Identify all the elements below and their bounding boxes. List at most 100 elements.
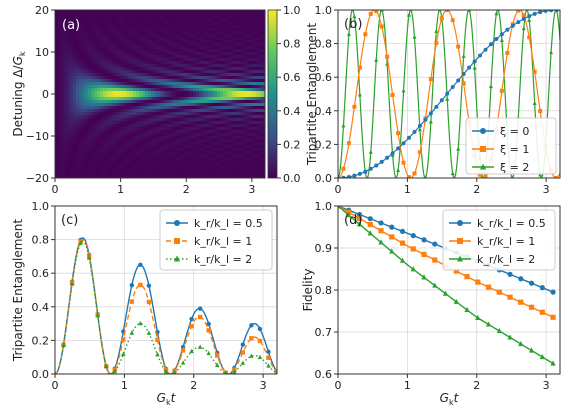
heatmap-cell: [130, 49, 134, 53]
heatmap-cell: [241, 157, 245, 161]
heatmap-cell: [70, 85, 74, 89]
heatmap-cell: [145, 121, 149, 125]
heatmap-cell: [55, 40, 59, 44]
heatmap-cell: [256, 61, 260, 65]
heatmap-cell: [160, 61, 164, 65]
heatmap-cell: [73, 28, 77, 32]
heatmap-cell: [232, 139, 236, 143]
heatmap-cell: [64, 136, 68, 140]
heatmap-cell: [55, 142, 59, 146]
heatmap-cell: [64, 118, 68, 122]
heatmap-cell: [106, 67, 110, 71]
heatmap-cell: [58, 145, 62, 149]
heatmap-cell: [121, 49, 125, 53]
heatmap-cell: [97, 10, 101, 14]
heatmap-cell: [172, 91, 176, 95]
heatmap-cell: [124, 100, 128, 104]
heatmap-cell: [193, 64, 197, 68]
data-point: [197, 314, 203, 320]
heatmap-cell: [193, 55, 197, 59]
heatmap-cell: [145, 67, 149, 71]
heatmap-cell: [130, 43, 134, 47]
heatmap-cell: [130, 40, 134, 44]
heatmap-cell: [58, 103, 62, 107]
heatmap-cell: [160, 124, 164, 128]
heatmap-cell: [127, 139, 131, 143]
heatmap-cell: [97, 76, 101, 80]
heatmap-cell: [166, 37, 170, 41]
heatmap-cell: [235, 139, 239, 143]
heatmap-cell: [91, 112, 95, 116]
heatmap-cell: [79, 82, 83, 86]
heatmap-cell: [58, 73, 62, 77]
heatmap-cell: [76, 82, 80, 86]
heatmap-cell: [94, 55, 98, 59]
panel-c-ylabel: Tripartite Entanglement: [11, 219, 25, 363]
heatmap-cell: [145, 100, 149, 104]
heatmap-cell: [130, 97, 134, 101]
heatmap-cell: [112, 49, 116, 53]
heatmap-cell: [88, 31, 92, 35]
heatmap-cell: [157, 112, 161, 116]
heatmap-cell: [82, 130, 86, 134]
heatmap-cell: [169, 22, 173, 26]
heatmap-cell: [166, 49, 170, 53]
heatmap-cell: [94, 10, 98, 14]
heatmap-cell: [256, 166, 260, 170]
heatmap-cell: [181, 124, 185, 128]
heatmap-cell: [220, 127, 224, 131]
heatmap-cell: [85, 148, 89, 152]
heatmap-cell: [238, 67, 242, 71]
heatmap-cell: [109, 142, 113, 146]
heatmap-cell: [154, 97, 158, 101]
heatmap-cell: [130, 154, 134, 158]
y-tick-label: 0.6: [315, 368, 333, 381]
heatmap-cell: [178, 34, 182, 38]
heatmap-cell: [226, 124, 230, 128]
heatmap-cell: [70, 19, 74, 23]
heatmap-cell: [124, 169, 128, 173]
heatmap-cell: [133, 46, 137, 50]
heatmap-cell: [178, 172, 182, 176]
heatmap-cell: [232, 166, 236, 170]
heatmap-cell: [82, 79, 86, 83]
data-point: [539, 285, 545, 291]
heatmap-cell: [259, 151, 263, 155]
heatmap-cell: [130, 58, 134, 62]
heatmap-cell: [151, 76, 155, 80]
heatmap-cell: [256, 67, 260, 71]
heatmap-cell: [253, 76, 257, 80]
heatmap-cell: [64, 94, 68, 98]
heatmap-cell: [139, 61, 143, 65]
heatmap-cell: [109, 43, 113, 47]
heatmap-cell: [94, 175, 98, 178]
heatmap-cell: [76, 139, 80, 143]
heatmap-cell: [148, 58, 152, 62]
heatmap-cell: [97, 61, 101, 65]
heatmap-cell: [106, 175, 110, 178]
heatmap-cell: [256, 25, 260, 29]
heatmap-cell: [256, 43, 260, 47]
heatmap-cell: [217, 34, 221, 38]
heatmap-cell: [88, 49, 92, 53]
heatmap-cell: [238, 172, 242, 176]
heatmap-cell: [235, 52, 239, 56]
heatmap-cell: [211, 160, 215, 164]
heatmap-cell: [133, 112, 137, 116]
heatmap-cell: [64, 139, 68, 143]
heatmap-cell: [187, 16, 191, 20]
heatmap-cell: [82, 139, 86, 143]
heatmap-cell: [73, 166, 77, 170]
heatmap-cell: [76, 106, 80, 110]
heatmap-cell: [106, 82, 110, 86]
heatmap-cell: [172, 52, 176, 56]
heatmap-cell: [91, 55, 95, 59]
heatmap-cell: [262, 31, 265, 35]
heatmap-cell: [118, 106, 122, 110]
heatmap-cell: [175, 85, 179, 89]
heatmap-cell: [82, 88, 86, 92]
heatmap-cell: [244, 124, 248, 128]
heatmap-cell: [253, 58, 257, 62]
heatmap-cell: [226, 34, 230, 38]
data-point: [456, 146, 461, 151]
